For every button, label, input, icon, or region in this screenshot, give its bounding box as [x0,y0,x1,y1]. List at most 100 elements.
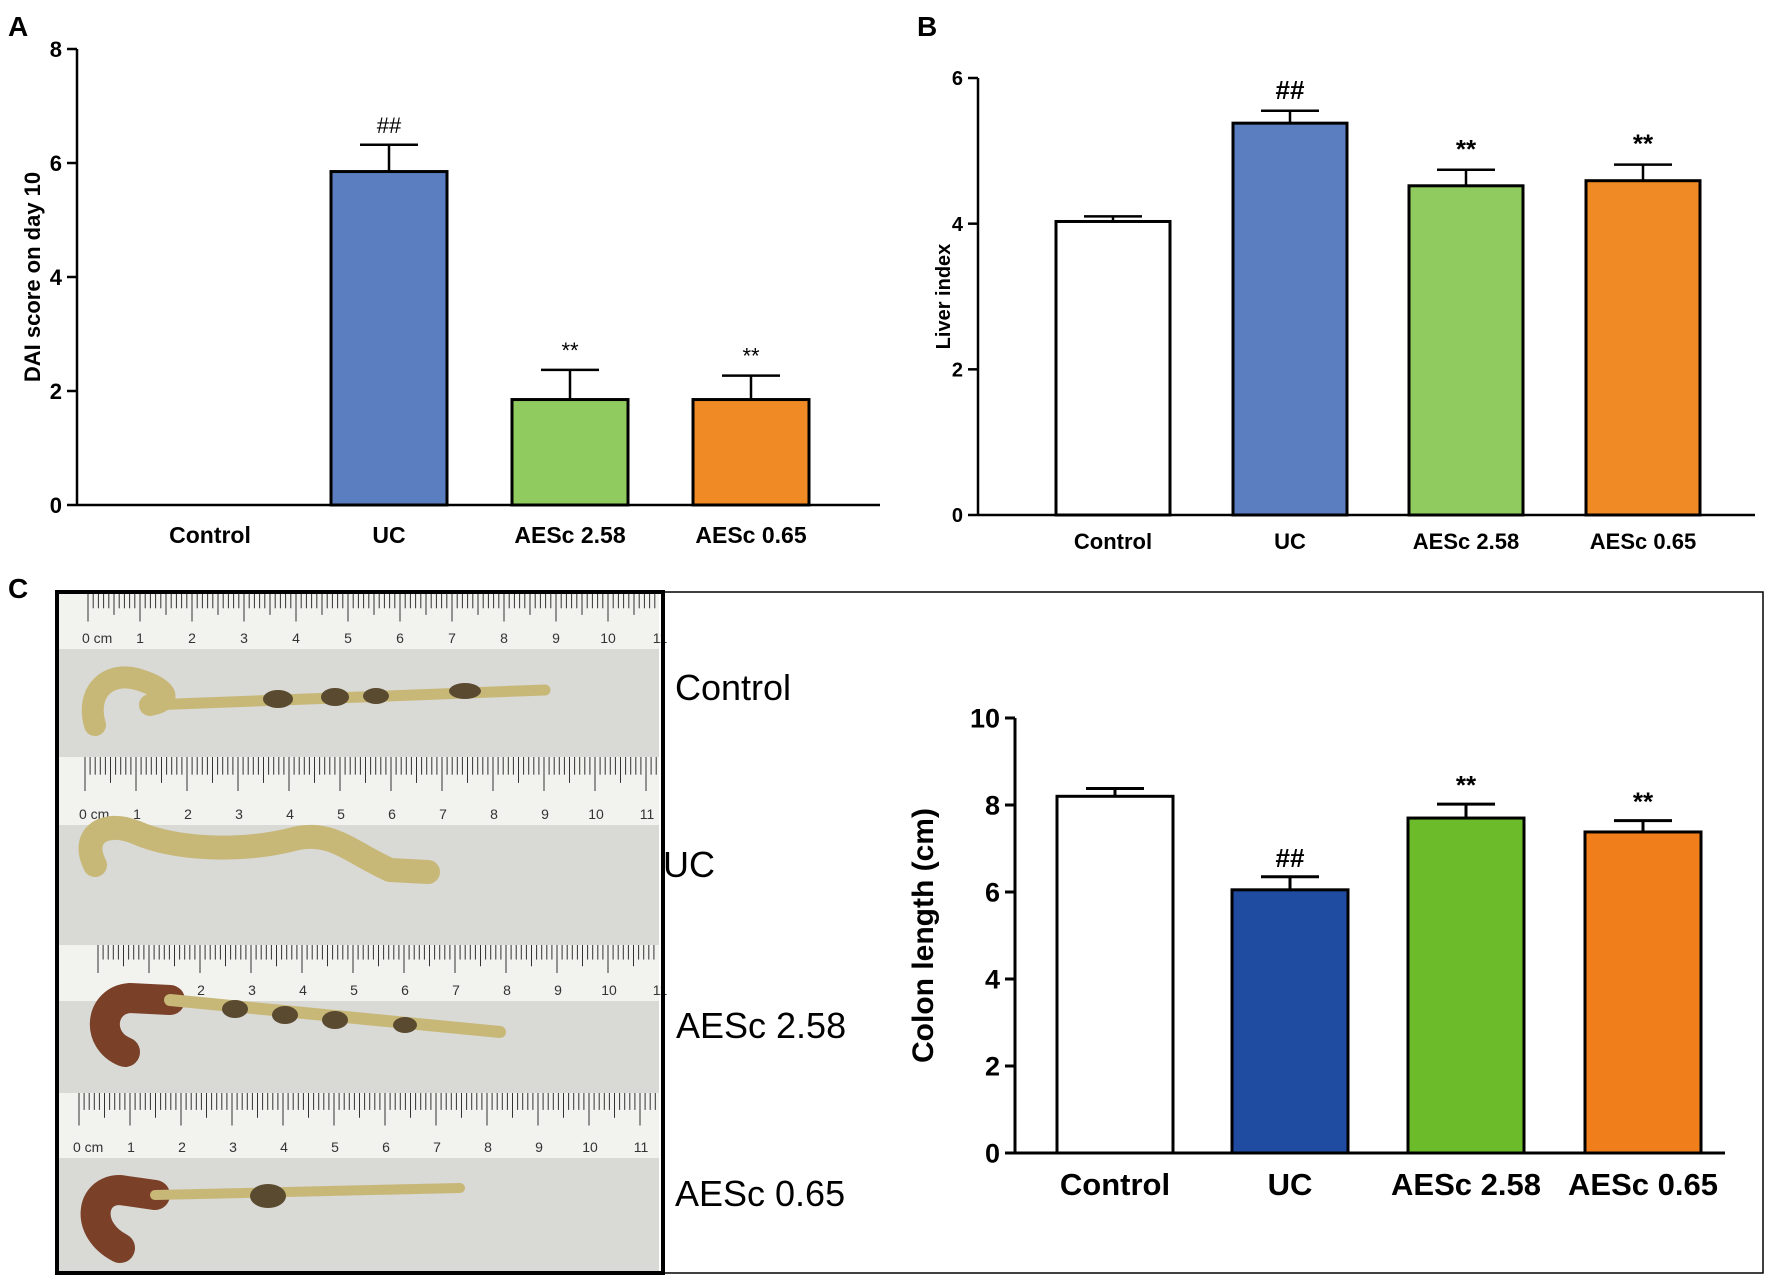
fecal-pellet [272,1006,298,1024]
ruler-number: 1 [127,1139,135,1155]
panel-label-b: B [917,11,937,42]
chart-b-liver-index: 0 2 4 6 Liver index Control ## UC ** AESc 2.58 ** A… [933,68,1755,554]
ruler-number: 7 [433,1139,441,1155]
significance-marker: ** [1456,770,1477,800]
fecal-pellet [250,1184,286,1208]
x-category-label: Control [1060,1167,1170,1202]
x-category-label: UC [1274,529,1306,554]
bar [1406,816,1526,1155]
bar [1583,830,1703,1155]
ruler-number: 3 [248,982,256,998]
y-tick-label: 0 [952,505,963,527]
ruler-number: 9 [541,806,549,822]
y-axis-title: Liver index [933,244,955,350]
bar [1230,888,1350,1155]
bar [329,170,449,507]
ruler-number: 7 [452,982,460,998]
x-category-label: AESc 0.65 [1590,529,1696,554]
ruler-number: 4 [292,630,300,646]
ruler-number: 11 [640,806,655,822]
ruler-number: 11 [653,630,668,646]
photo-row-label: UC [663,844,715,885]
chart-a-dai-score: 0 2 4 6 8 DAI score on day 10 Control ## UC ** AES… [20,37,880,548]
ruler-number: 2 [197,982,205,998]
colon-tissue [78,815,440,884]
significance-marker: ** [1456,134,1477,164]
ruler-number: 5 [331,1139,339,1155]
ruler-number: 10 [588,806,604,822]
x-category-label: Control [169,522,251,548]
ruler-number: 4 [286,806,294,822]
y-tick-label: 2 [985,1052,1000,1082]
x-category-label: AESc 2.58 [1413,529,1519,554]
ruler-number: 3 [229,1139,237,1155]
ruler-number: 4 [280,1139,288,1155]
y-tick-label: 0 [50,493,62,518]
ruler-number: 6 [388,806,396,822]
bar [1584,179,1702,517]
x-category-label: UC [372,522,405,548]
panel-label-a: A [8,11,28,42]
ruler-number: 3 [240,630,248,646]
ruler-number: 9 [535,1139,543,1155]
fecal-pellet [363,688,389,704]
ruler-number: 9 [554,982,562,998]
photo-row-label: AESc 0.65 [675,1173,845,1214]
colon-tissue [150,1183,465,1200]
significance-marker: ** [1633,787,1654,817]
ruler [59,594,659,649]
colon-tissue [80,1175,170,1263]
significance-marker: ## [1276,843,1305,873]
photo-row-label: Control [675,667,791,708]
y-tick-label: 10 [970,704,1000,734]
ruler-number: 8 [503,982,511,998]
ruler-number: 8 [484,1139,492,1155]
colon-photo: 0 cm 1 2 3 4 5 6 7 8 9 10 11 Control 0 cm 1 2 3 4 5 6 7 8 9 10 1… [59,594,846,1271]
ruler-number: 9 [552,630,560,646]
ruler-unit: 0 cm [73,1139,103,1155]
bar [1054,219,1172,517]
ruler-number: 1 [136,630,144,646]
panel-label-c: C [8,573,28,604]
photo-row-label: AESc 2.58 [676,1005,846,1046]
y-tick-label: 0 [985,1139,1000,1169]
y-tick-label: 6 [50,151,62,176]
y-tick-label: 4 [952,214,964,236]
significance-marker: ## [377,113,402,138]
significance-marker: ** [561,338,579,363]
photo-border [55,590,665,1275]
ruler-number: 6 [401,982,409,998]
ruler-number: 5 [350,982,358,998]
ruler-number: 3 [235,806,243,822]
ruler-number: 10 [600,630,616,646]
ruler-number: 5 [344,630,352,646]
ruler-number: 6 [382,1139,390,1155]
bar [1055,794,1175,1155]
ruler-number: 10 [601,982,617,998]
y-tick-label: 4 [50,265,63,290]
ruler-number: 5 [337,806,345,822]
significance-marker: ## [1276,75,1305,105]
fecal-pellet [393,1017,417,1033]
bar [691,398,811,507]
y-tick-label: 4 [985,965,1000,995]
colon-tissue [89,983,185,1067]
bar [510,398,630,507]
x-category-label: AESc 0.65 [1568,1167,1718,1202]
ruler-number: 7 [439,806,447,822]
y-tick-label: 6 [952,68,963,90]
x-category-label: AESc 0.65 [695,522,806,548]
ruler-number: 8 [500,630,508,646]
fecal-pellet [222,1000,248,1018]
y-axis-title: DAI score on day 10 [20,172,45,382]
ruler-number: 8 [490,806,498,822]
y-axis-title: Colon length (cm) [907,808,940,1063]
ruler-number: 1 [133,806,141,822]
fecal-pellet [322,1011,348,1029]
ruler-number: 11 [653,982,668,998]
ruler-number: 2 [188,630,196,646]
bar [1407,184,1525,517]
x-category-label: Control [1074,529,1152,554]
ruler-unit: 0 cm [82,630,112,646]
